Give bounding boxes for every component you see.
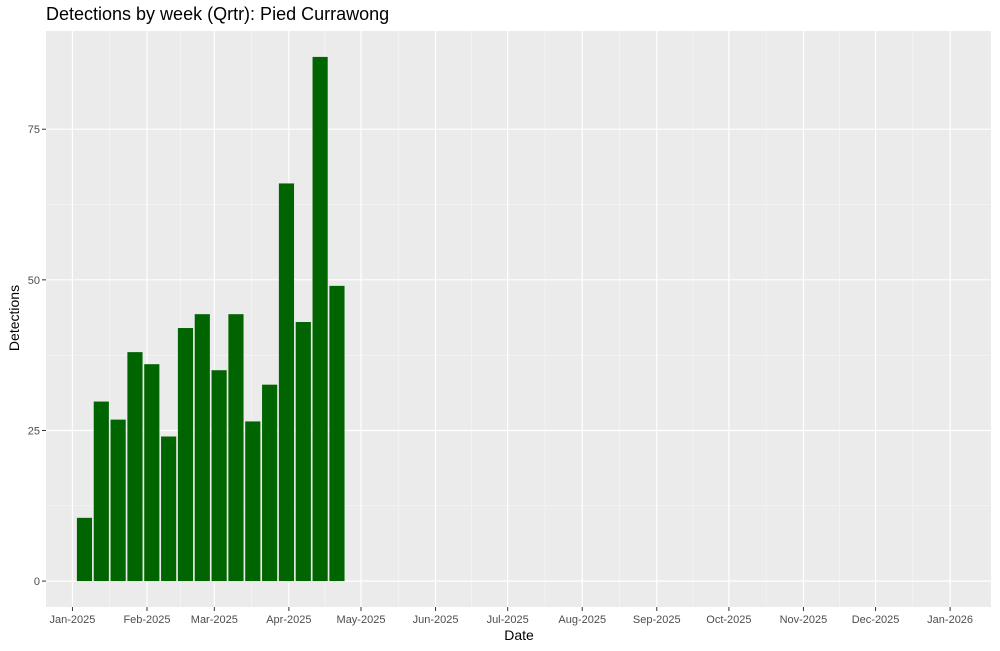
chart-title: Detections by week (Qrtr): Pied Currawon…	[46, 4, 390, 24]
x-tick-label: Apr-2025	[266, 614, 311, 626]
bar	[211, 370, 227, 582]
x-tick-label: Oct-2025	[706, 614, 751, 626]
y-tick-label: 0	[34, 576, 40, 588]
axis-ticks	[42, 128, 951, 611]
bar	[76, 517, 93, 582]
bar	[177, 328, 194, 582]
x-tick-label: Jul-2025	[487, 614, 529, 626]
x-tick-labels: Jan-2025 Feb-2025 Mar-2025 Apr-2025 May-2025…	[50, 614, 974, 626]
bar	[278, 183, 295, 582]
x-tick-label: Jan-2026	[927, 614, 973, 626]
y-tick-label: 75	[28, 124, 40, 136]
minor-gridlines	[46, 31, 991, 607]
bar	[93, 401, 109, 582]
y-tick-labels: 0 25 50 75	[28, 124, 40, 588]
x-tick-label: Jun-2025	[413, 614, 459, 626]
bar	[110, 419, 126, 582]
bars	[76, 56, 345, 582]
bar	[262, 384, 278, 582]
bar	[295, 322, 311, 582]
y-tick-label: 50	[28, 275, 40, 287]
x-tick-label: Dec-2025	[852, 614, 900, 626]
y-tick-label: 25	[28, 425, 40, 437]
bar	[144, 364, 160, 582]
x-tick-label: May-2025	[337, 614, 386, 626]
bar	[161, 436, 177, 582]
x-tick-label: Mar-2025	[191, 614, 238, 626]
x-tick-label: Aug-2025	[558, 614, 606, 626]
bar	[329, 285, 345, 582]
x-tick-label: Feb-2025	[123, 614, 170, 626]
x-tick-label: Sep-2025	[633, 614, 681, 626]
bar	[228, 314, 244, 582]
x-tick-label: Nov-2025	[780, 614, 828, 626]
x-tick-label: Jan-2025	[50, 614, 96, 626]
bar	[245, 421, 261, 582]
bar	[194, 314, 210, 582]
x-axis-title: Date	[504, 627, 534, 643]
y-axis-title: Detections	[6, 285, 22, 351]
bar	[127, 352, 143, 582]
major-gridlines	[46, 31, 991, 607]
bar	[312, 56, 328, 582]
